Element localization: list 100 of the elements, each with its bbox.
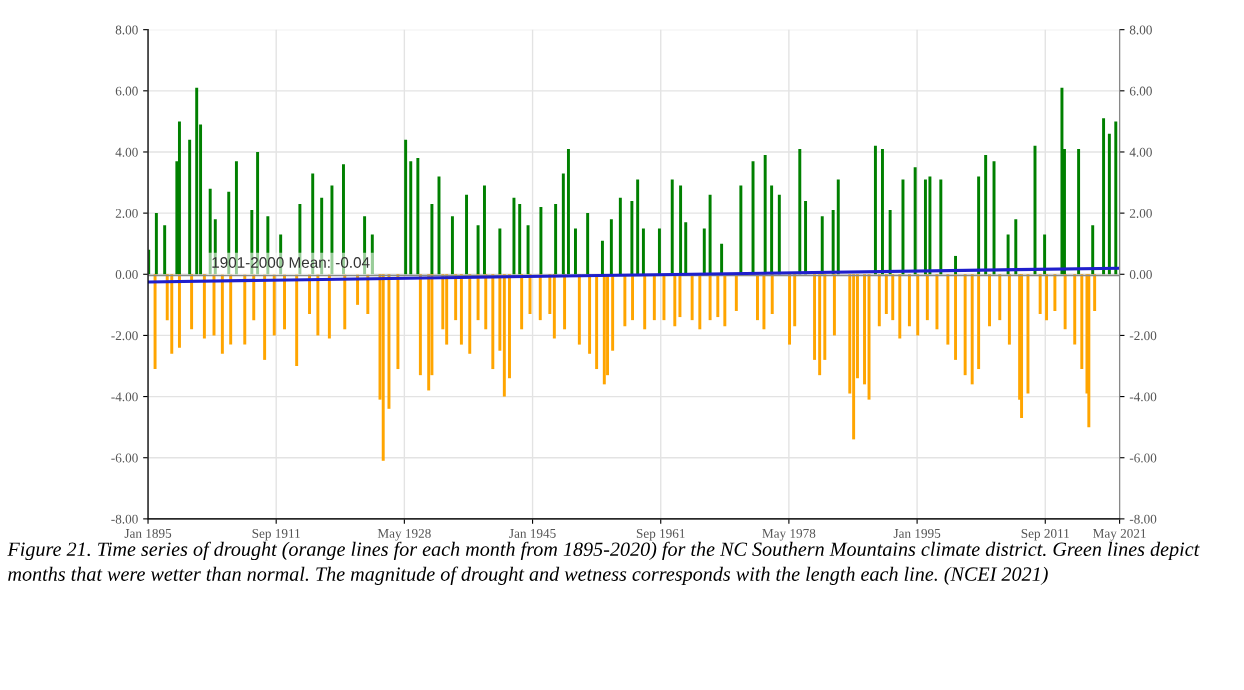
bar — [561, 173, 565, 275]
bar — [202, 274, 206, 339]
bar — [308, 274, 311, 315]
y-tick-label: -6.00 — [111, 453, 138, 463]
bar — [734, 274, 738, 311]
bar — [1043, 234, 1047, 275]
bar — [898, 274, 902, 339]
bar — [1102, 118, 1106, 275]
y2-tick-label: 8.00 — [1129, 25, 1152, 35]
bar — [690, 274, 694, 321]
bar — [1093, 274, 1097, 311]
y2-tick-label: -2.00 — [1129, 331, 1157, 341]
bar — [343, 274, 347, 330]
bar — [1007, 274, 1011, 345]
bar — [252, 274, 256, 321]
bar — [427, 274, 431, 391]
bar — [396, 274, 400, 370]
bar — [1091, 225, 1095, 275]
bar — [243, 274, 247, 345]
bar — [888, 210, 892, 275]
bar — [1026, 274, 1030, 394]
bar — [1060, 87, 1064, 275]
bar — [476, 274, 480, 321]
bar — [416, 158, 420, 275]
y2-tick-label: -6.00 — [1129, 453, 1157, 463]
bar — [177, 121, 181, 275]
y2-tick-label: 6.00 — [1129, 86, 1152, 96]
bar — [852, 274, 856, 440]
y-tick-label: -2.00 — [111, 331, 138, 341]
bar — [611, 274, 615, 351]
bar — [491, 274, 495, 370]
y-tick-label: -8.00 — [111, 514, 138, 524]
bar — [684, 222, 688, 275]
y2-tick-label: -4.00 — [1129, 392, 1157, 402]
bar — [552, 274, 556, 339]
bar — [643, 274, 647, 330]
bar — [190, 274, 194, 330]
bar — [877, 274, 881, 327]
bar — [263, 274, 267, 360]
bar — [548, 274, 552, 315]
bar — [770, 274, 774, 315]
bar — [939, 179, 943, 275]
bar — [880, 148, 884, 275]
bar — [1073, 274, 1077, 345]
bar — [295, 274, 299, 366]
bar — [762, 274, 766, 330]
bar — [673, 274, 677, 327]
bar — [998, 274, 1002, 321]
bar — [1077, 148, 1081, 275]
bar — [208, 188, 212, 275]
bar — [520, 274, 524, 330]
bar — [539, 207, 543, 275]
x-tick-label: Sep 2011 — [1021, 528, 1069, 541]
bar — [720, 243, 724, 275]
bar — [984, 155, 988, 275]
y2-tick-label: 2.00 — [1129, 208, 1152, 218]
bar — [977, 176, 981, 275]
bar — [1045, 274, 1049, 321]
bar — [195, 87, 199, 275]
bar — [913, 167, 917, 275]
bar — [631, 274, 635, 321]
bar — [793, 274, 797, 327]
bar — [465, 194, 469, 275]
x-tick-label: Jan 1945 — [509, 529, 556, 538]
bar — [832, 274, 836, 336]
bar — [454, 274, 458, 321]
bar — [498, 274, 502, 351]
bar — [229, 274, 233, 345]
bar — [818, 274, 822, 376]
bar — [770, 185, 774, 275]
bar — [623, 274, 627, 327]
y-tick-label: 2.00 — [115, 208, 138, 218]
bar — [788, 274, 792, 345]
bar — [163, 225, 167, 275]
caption: Figure 21. Time series of drought (orange lines for each month from 1895-2020) for the NC Southern Mountains climate district. Green lines depict months that were wetter than normal. The magnitude of drought and wetness corresponds with the length each line. (NCEI 2021) — [7, 541, 1200, 585]
bar — [370, 234, 374, 275]
bar — [468, 274, 472, 354]
bar — [678, 274, 682, 318]
bar — [928, 176, 932, 275]
bar — [723, 274, 727, 327]
x-tick-label: May 2021 — [1093, 528, 1146, 541]
y-tick-label: 6.00 — [115, 86, 138, 96]
bar — [702, 228, 706, 275]
bar — [459, 274, 463, 345]
bar — [366, 274, 370, 315]
bar — [823, 274, 827, 360]
bar — [283, 274, 286, 330]
bar — [387, 274, 391, 409]
bar — [662, 274, 666, 321]
bar — [923, 179, 927, 275]
bar — [476, 225, 480, 275]
bar — [1107, 133, 1111, 275]
bar — [708, 194, 712, 275]
y-tick-label: 4.00 — [115, 147, 138, 157]
bar — [708, 274, 712, 321]
bar — [330, 185, 334, 275]
ref-line-label: 1901-2000 Mean: -0.04 — [212, 257, 370, 268]
bar — [418, 274, 422, 376]
bar — [641, 228, 645, 275]
bar — [977, 274, 981, 370]
